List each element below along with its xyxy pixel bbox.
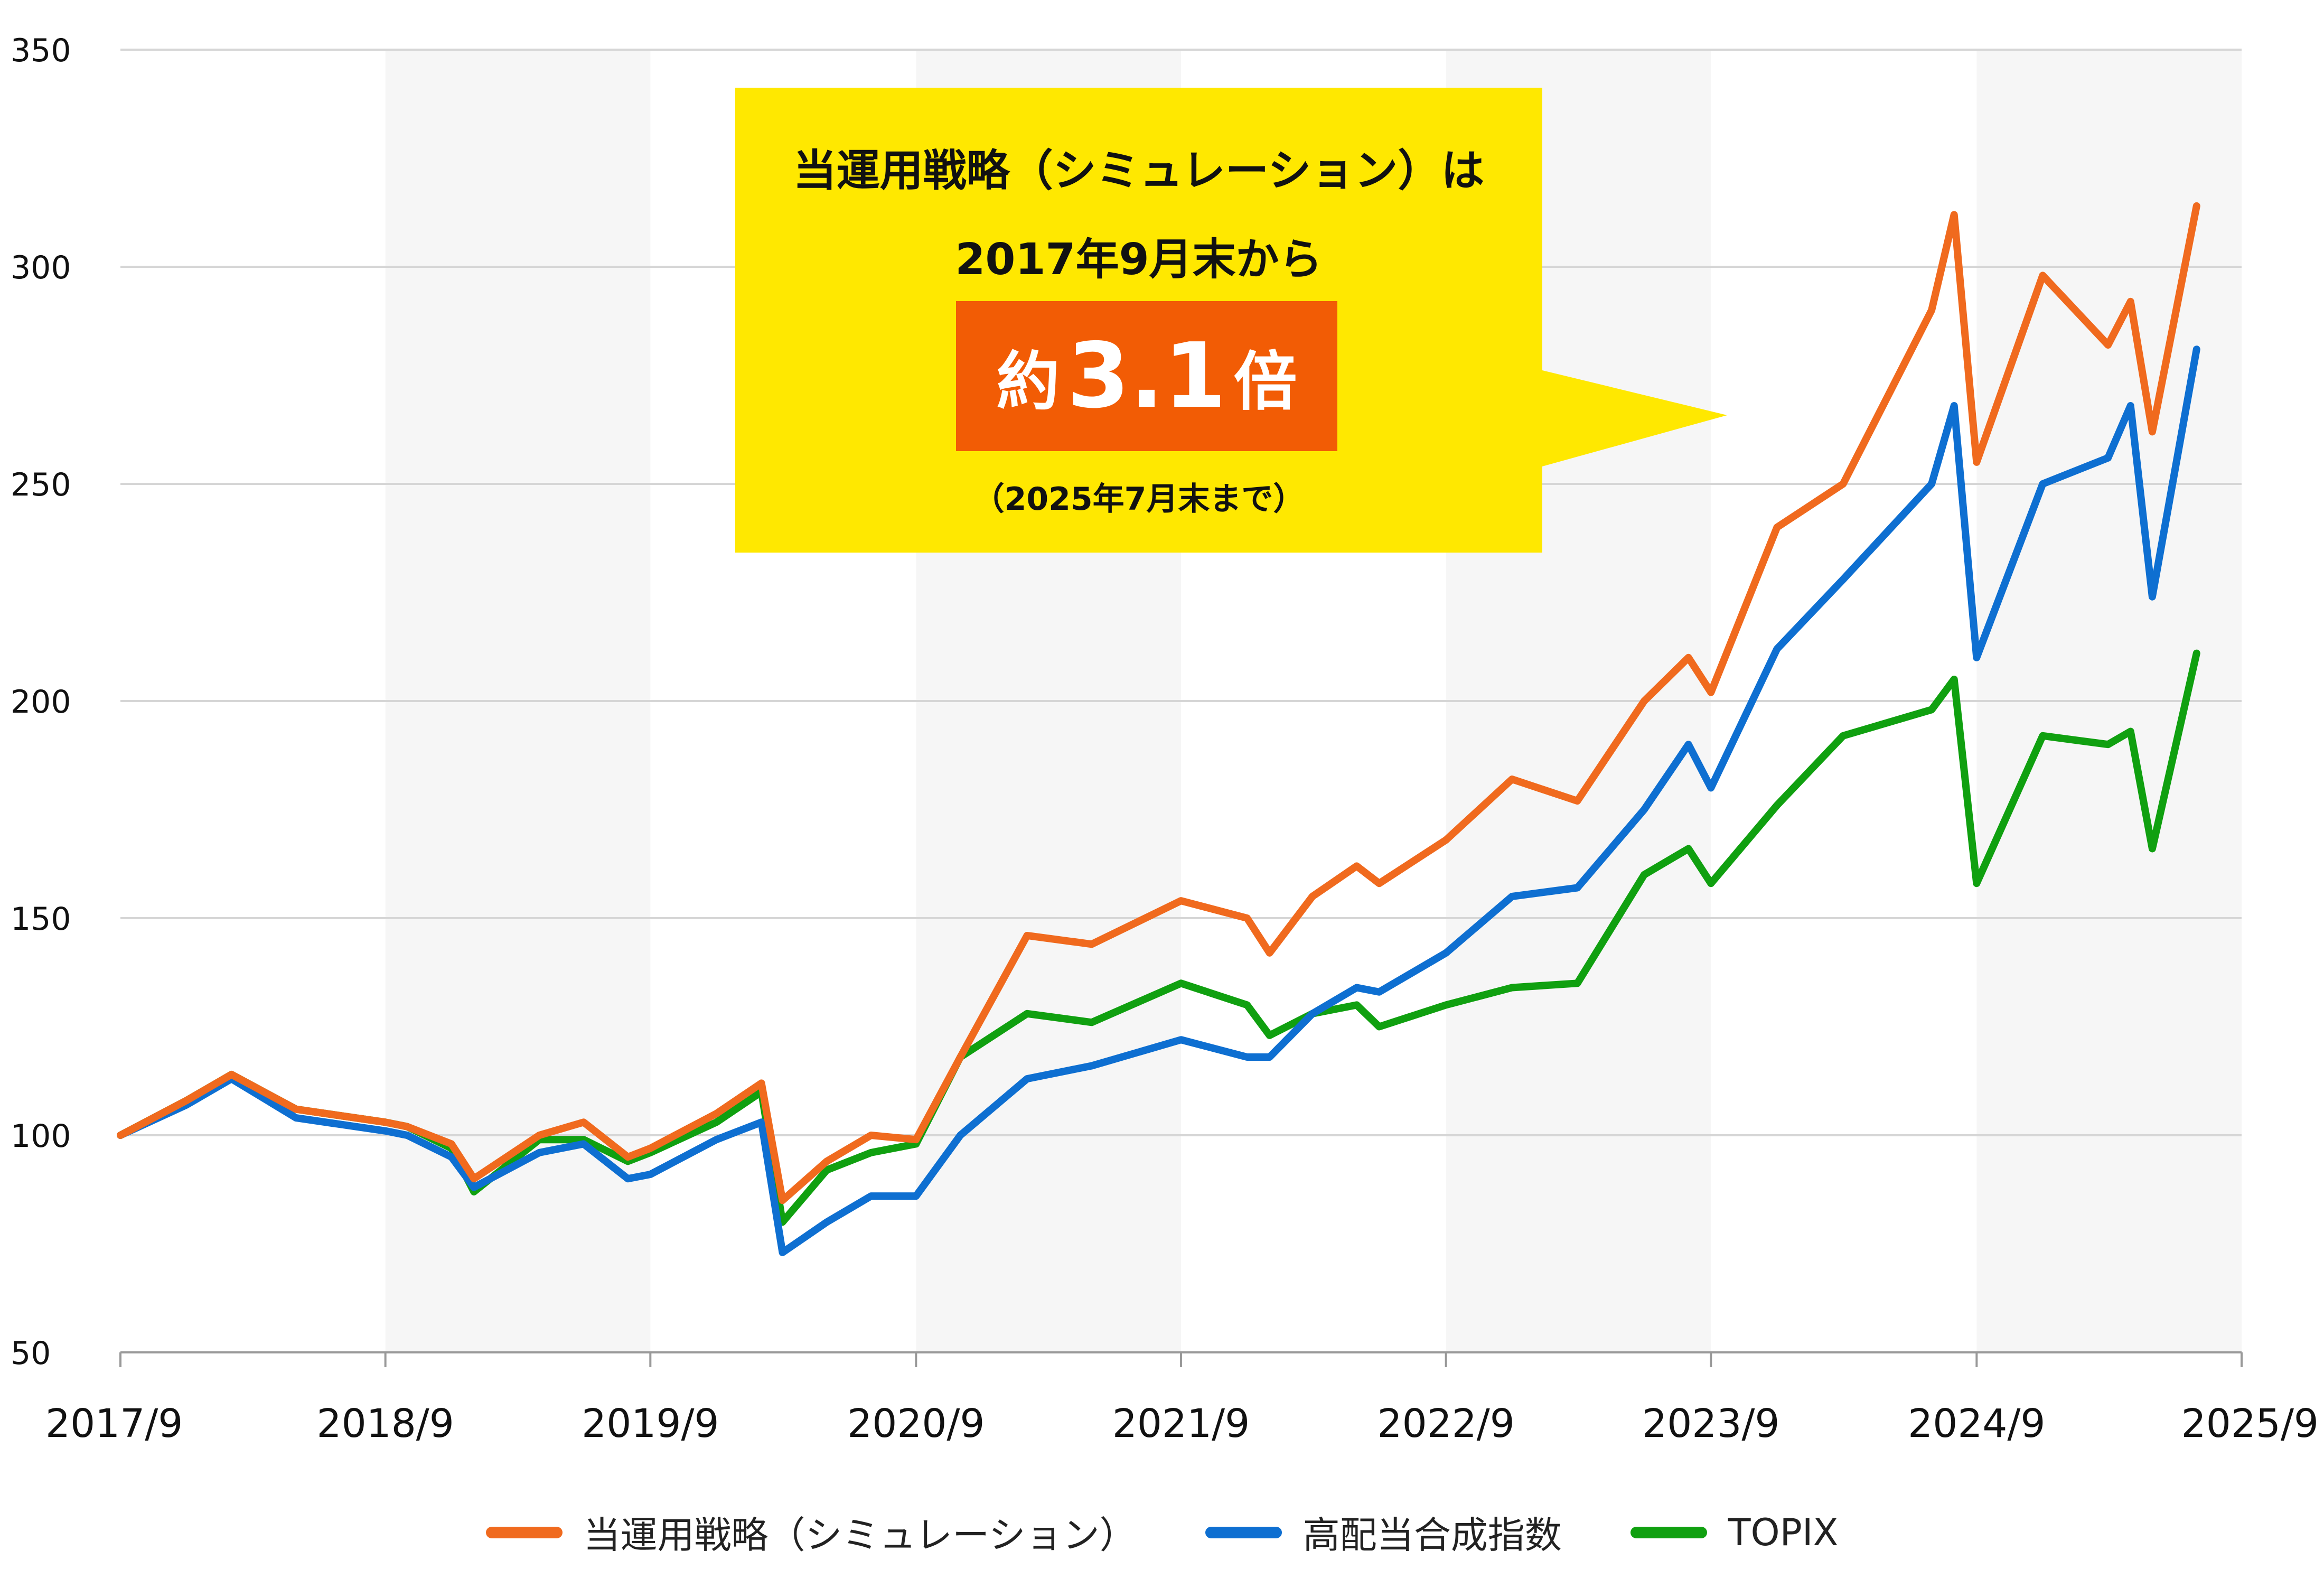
callout-box: 当運用戦略（シミュレーション）は 2017年9月末から 約 3.1 倍 （202… [735,88,1542,553]
x-tick-label: 2025/9 [2181,1401,2319,1446]
y-tick-label: 150 [11,901,71,938]
legend-swatch-strategy [485,1526,563,1538]
callout-badge: 約 3.1 倍 [956,301,1337,451]
y-tick-label: 200 [11,684,71,721]
legend-swatch-topix [1630,1526,1707,1538]
legend-label-high-dividend: 高配当合成指数 [1302,1514,1562,1557]
y-tick-label: 300 [11,249,71,286]
axes [119,1351,2243,1367]
y-tick-labels: 50 100 150 200 250 300 350 [11,32,71,1372]
legend-item-topix: TOPIX [1630,1506,1839,1559]
legend-item-strategy: 当運用戦略（シミュレーション） [485,1506,1137,1559]
badge-value: 3.1 [1067,324,1226,428]
callout-pointer-triangle [1540,370,1727,467]
series-line-0 [117,202,2200,1204]
series-line-1 [117,345,2200,1256]
y-tick-label: 250 [11,466,71,503]
callout-line-2: 2017年9月末から [955,235,1323,285]
x-tick-label: 2019/9 [582,1401,719,1446]
x-tick-label: 2022/9 [1377,1401,1514,1446]
x-tick-label: 2020/9 [847,1401,985,1446]
x-tick-labels: 2017/9 2018/9 2019/9 2020/9 2021/9 2022/9 2023… [45,1401,2319,1446]
badge-suffix: 倍 [1233,345,1297,419]
legend-label-strategy: 当運用戦略（シミュレーション） [583,1514,1137,1557]
series-lines [117,202,2200,1256]
y-tick-label: 350 [11,32,71,69]
x-tick-label: 2018/9 [316,1401,454,1446]
callout-note: （2025年7月末まで） [972,481,1305,518]
badge-prefix: 約 [996,345,1060,419]
x-tick-label: 2021/9 [1112,1401,1250,1446]
series-line-2 [117,649,2200,1226]
x-tick-label: 2017/9 [45,1401,183,1446]
x-tick-label: 2023/9 [1642,1401,1779,1446]
y-tick-label: 100 [11,1118,71,1155]
callout-pointer [1540,370,1727,467]
x-tick-label: 2024/9 [1908,1401,2045,1446]
callout-line-1: 当運用戦略（シミュレーション）は [793,146,1485,196]
legend: 当運用戦略（シミュレーション） 高配当合成指数 TOPIX [0,1506,2324,1559]
legend-item-high-dividend: 高配当合成指数 [1205,1506,1562,1559]
legend-swatch-high-dividend [1205,1526,1282,1538]
y-tick-label: 50 [11,1335,51,1372]
legend-label-topix: TOPIX [1728,1510,1839,1554]
